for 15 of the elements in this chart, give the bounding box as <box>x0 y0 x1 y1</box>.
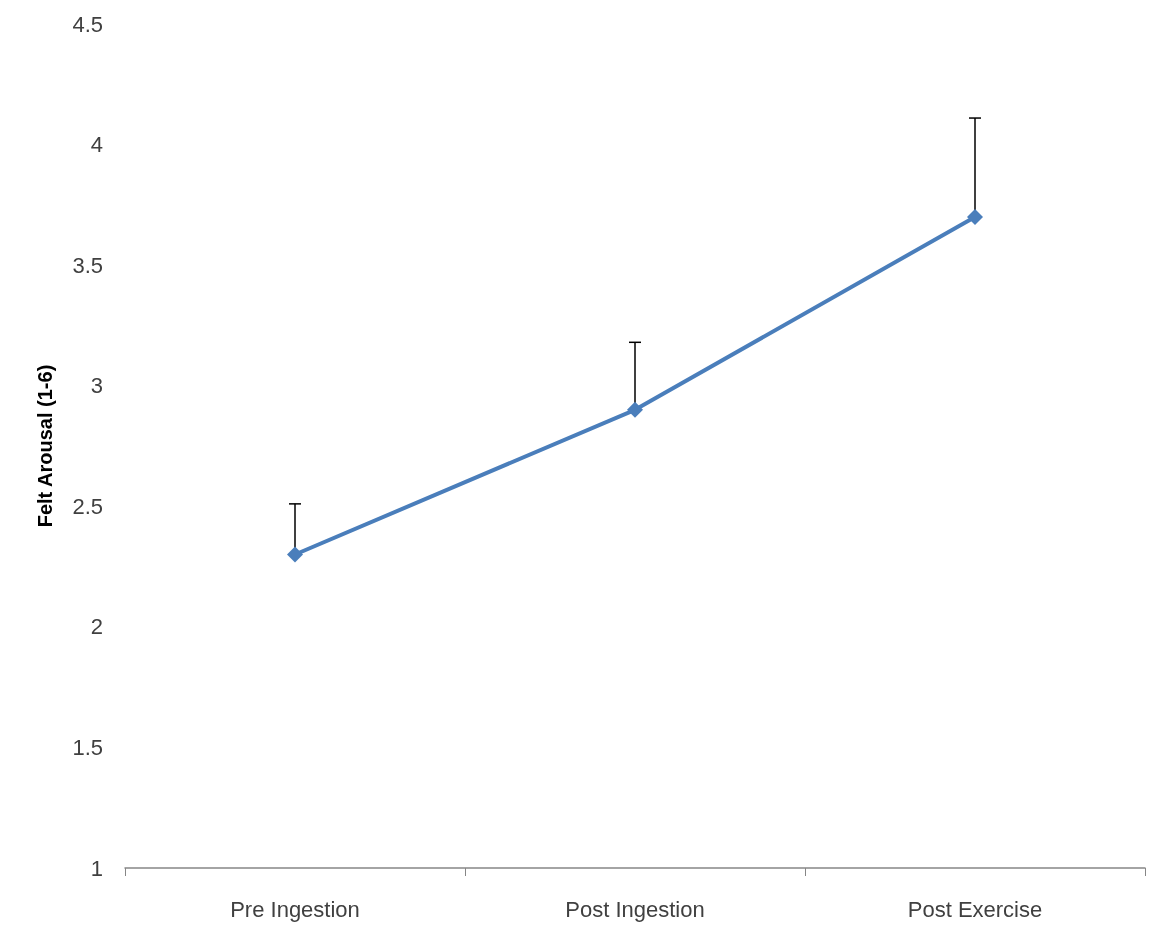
y-tick-label: 4 <box>90 132 103 158</box>
x-tick-label: Post Exercise <box>907 896 1043 922</box>
x-tick-label: Pre Ingestion <box>230 896 360 922</box>
y-tick-label: 3.5 <box>72 252 103 278</box>
point <box>287 546 303 563</box>
y-tick-label: 4.5 <box>72 11 103 37</box>
point <box>627 401 643 418</box>
y-tick-label: 3 <box>90 373 103 399</box>
y-tick-label: 1 <box>90 855 103 881</box>
y-tick-label: 2.5 <box>72 493 103 519</box>
y-axis-title: Felt Arousal (1-6) <box>34 364 56 528</box>
y-tick-label: 1.5 <box>72 734 103 760</box>
y-tick-label: 2 <box>90 614 103 640</box>
x-tick-label: Post Ingestion <box>565 896 705 922</box>
point <box>967 208 983 225</box>
